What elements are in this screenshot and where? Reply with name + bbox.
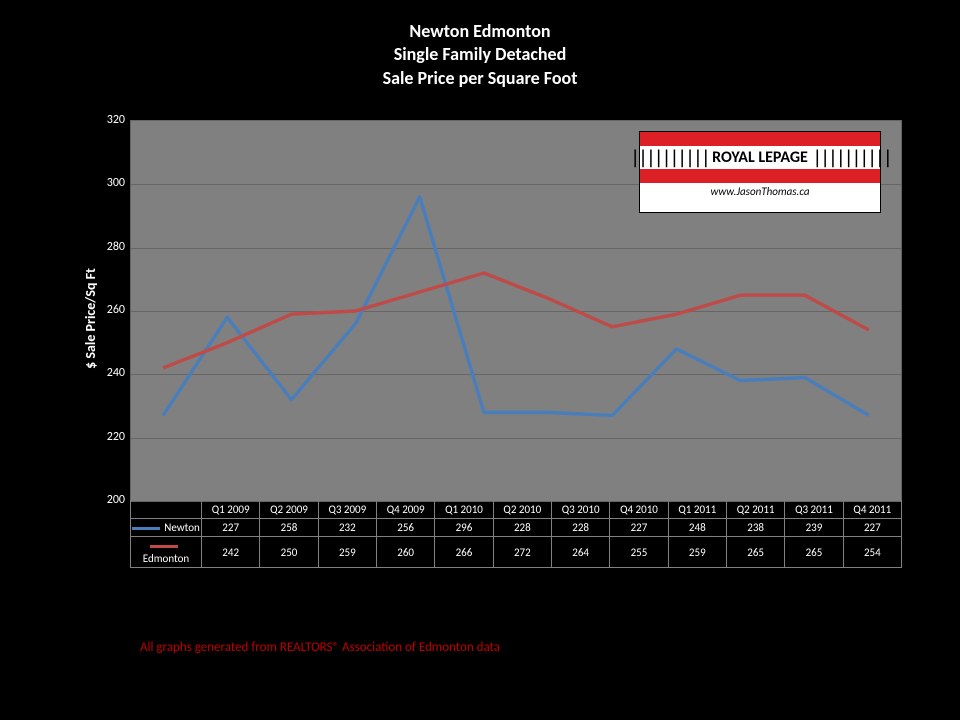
data-cell: 258 <box>260 519 318 537</box>
barcode-icon: |||||||||| <box>812 149 890 167</box>
table-corner-cell <box>131 501 202 519</box>
data-cell: 238 <box>726 519 784 537</box>
data-cell: 272 <box>493 537 551 568</box>
logo-brand-top: ROYAL <box>712 148 755 167</box>
data-cell: 256 <box>376 519 434 537</box>
y-tick-label: 240 <box>107 366 125 380</box>
data-cell: 264 <box>551 537 609 568</box>
data-table: Q1 2009Q2 2009Q3 2009Q4 2009Q1 2010Q2 20… <box>130 500 902 568</box>
data-cell: 254 <box>843 537 901 568</box>
data-cell: 227 <box>843 519 901 537</box>
data-cell: 259 <box>668 537 726 568</box>
chart-area: $ Sale Price/Sq Ft 200220240260280300320… <box>70 120 900 550</box>
data-cell: 248 <box>668 519 726 537</box>
y-tick-label: 320 <box>107 113 125 127</box>
royal-lepage-logo: |||||||||| ROYAL LEPAGE |||||||||| www.J… <box>639 131 881 213</box>
series-line-newton <box>163 197 869 416</box>
data-cell: 227 <box>610 519 668 537</box>
logo-red-bar-top <box>640 132 880 146</box>
data-cell: 239 <box>785 519 843 537</box>
y-tick-label: 260 <box>107 303 125 317</box>
category-header: Q4 2009 <box>376 501 434 519</box>
title-line-2: Single Family Detached <box>0 43 960 66</box>
data-cell: 250 <box>260 537 318 568</box>
series-legend-cell: Newton <box>131 519 202 537</box>
y-tick-label: 300 <box>107 176 125 190</box>
data-cell: 255 <box>610 537 668 568</box>
chart-container: Newton Edmonton Single Family Detached S… <box>0 0 960 720</box>
title-line-1: Newton Edmonton <box>0 20 960 43</box>
logo-url: www.JasonThomas.ca <box>640 183 880 200</box>
data-cell: 232 <box>318 519 376 537</box>
logo-brand-name: ROYAL LEPAGE <box>712 148 808 167</box>
category-header: Q2 2010 <box>493 501 551 519</box>
data-cell: 265 <box>785 537 843 568</box>
category-header: Q4 2010 <box>610 501 668 519</box>
y-tick-label: 280 <box>107 240 125 254</box>
category-header: Q1 2009 <box>202 501 260 519</box>
barcode-icon: |||||||||| <box>630 149 708 167</box>
data-cell: 296 <box>435 519 493 537</box>
data-cell: 259 <box>318 537 376 568</box>
category-header: Q4 2011 <box>843 501 901 519</box>
data-cell: 265 <box>726 537 784 568</box>
data-cell: 242 <box>202 537 260 568</box>
category-header: Q3 2009 <box>318 501 376 519</box>
category-header: Q3 2011 <box>785 501 843 519</box>
category-header: Q2 2009 <box>260 501 318 519</box>
series-legend-cell: Edmonton <box>131 537 202 568</box>
data-cell: 228 <box>551 519 609 537</box>
y-axis-title: $ Sale Price/Sq Ft <box>82 268 99 369</box>
data-cell: 228 <box>493 519 551 537</box>
y-tick-label: 220 <box>107 430 125 444</box>
data-cell: 260 <box>376 537 434 568</box>
plot-area: |||||||||| ROYAL LEPAGE |||||||||| www.J… <box>130 120 902 502</box>
series-name-label: Newton <box>164 521 200 534</box>
logo-brand-bottom: LEPAGE <box>758 148 808 167</box>
title-line-3: Sale Price per Square Foot <box>0 67 960 90</box>
table-row: Newton2272582322562962282282272482382392… <box>131 519 902 537</box>
data-cell: 227 <box>202 519 260 537</box>
table-row: Edmonton24225025926026627226425525926526… <box>131 537 902 568</box>
category-header: Q2 2011 <box>726 501 784 519</box>
series-line-edmonton <box>163 273 869 368</box>
table-header-row: Q1 2009Q2 2009Q3 2009Q4 2009Q1 2010Q2 20… <box>131 501 902 519</box>
footnote-text: All graphs generated from REALTORS® Asso… <box>140 640 500 655</box>
y-tick-label: 200 <box>107 493 125 507</box>
category-header: Q1 2011 <box>668 501 726 519</box>
legend-swatch <box>150 545 178 548</box>
chart-title-block: Newton Edmonton Single Family Detached S… <box>0 0 960 90</box>
category-header: Q3 2010 <box>551 501 609 519</box>
logo-red-bar-bottom <box>640 169 880 183</box>
legend-swatch <box>132 527 160 530</box>
logo-text-row: |||||||||| ROYAL LEPAGE |||||||||| <box>640 146 880 169</box>
category-header: Q1 2010 <box>435 501 493 519</box>
data-cell: 266 <box>435 537 493 568</box>
series-name-label: Edmonton <box>143 552 189 565</box>
